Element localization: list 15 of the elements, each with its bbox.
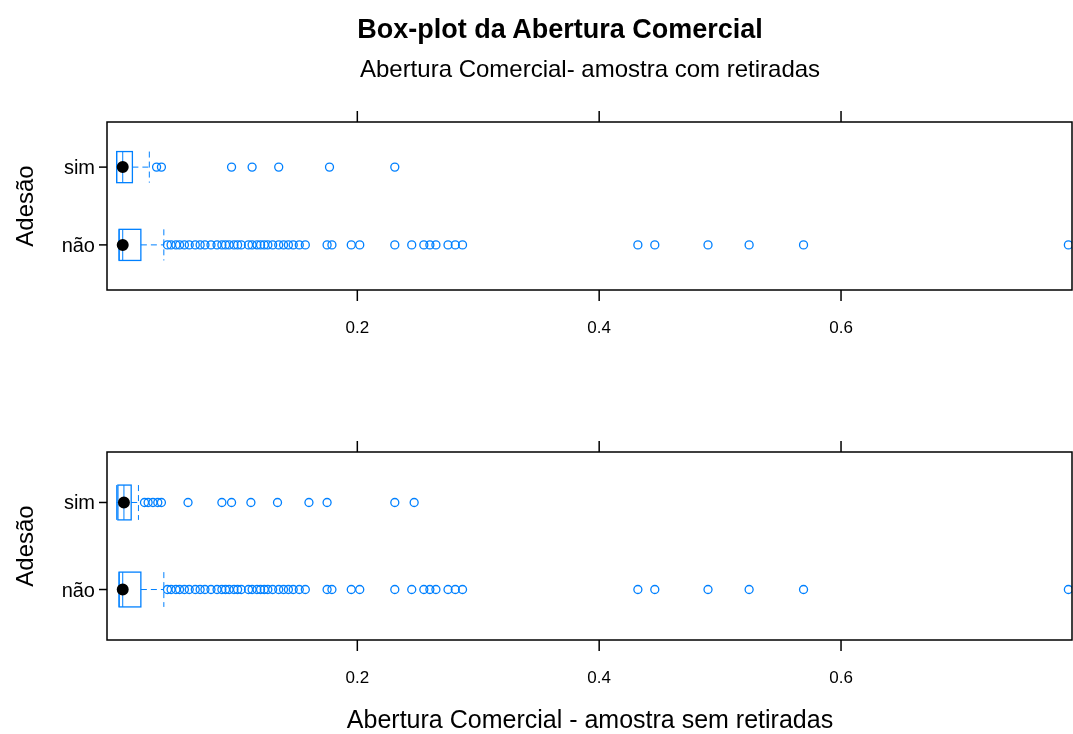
- x-tick-label: 0.2: [345, 318, 370, 337]
- x-tick-label: 0.6: [829, 668, 853, 687]
- y-tick-label: sim: [63, 491, 95, 514]
- chart-subtitle: Abertura Comercial- amostra com retiradas: [359, 55, 821, 82]
- chart-title: Box-plot da Abertura Comercial: [357, 14, 763, 44]
- y-tick-label: sim: [63, 156, 95, 179]
- y-axis-title: Adesão: [11, 165, 38, 247]
- x-tick-label: 0.2: [345, 668, 370, 687]
- x-tick-label: 0.4: [587, 318, 611, 337]
- y-tick-label: não: [61, 233, 95, 256]
- x-axis-title: Abertura Comercial - amostra sem retiradas: [346, 705, 834, 733]
- x-tick-label: 0.6: [829, 318, 853, 337]
- x-tick-label: 0.4: [587, 668, 611, 687]
- y-axis-title: Adesão: [11, 505, 38, 587]
- y-tick-label: não: [61, 578, 95, 601]
